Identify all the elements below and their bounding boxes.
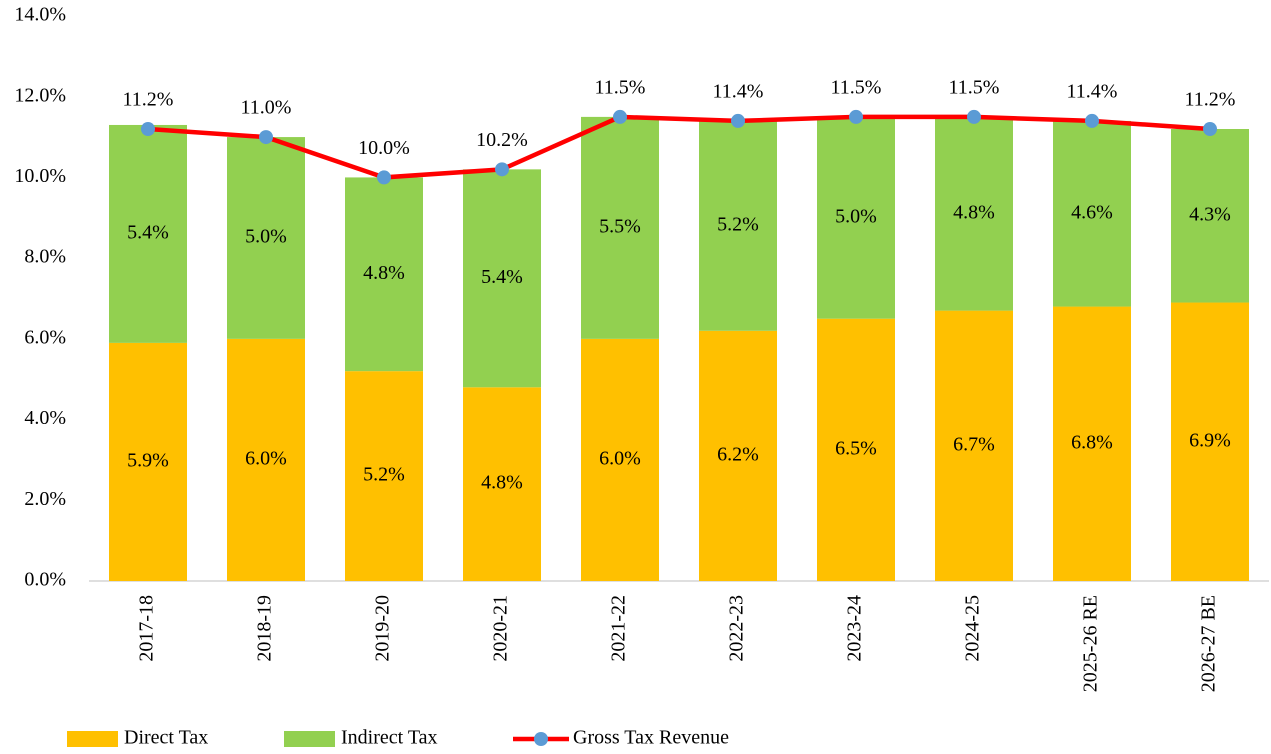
bar-segment [1053,306,1131,581]
legend-swatch [534,732,548,746]
bar-segment [227,137,305,339]
bar-segment [699,330,777,581]
data-label: 4.8% [481,472,523,494]
x-tick-label: 2018-19 [254,595,276,662]
data-label: 6.5% [835,437,877,459]
data-label: 5.0% [835,205,877,227]
y-tick-label: 12.0% [14,84,66,106]
bar-segment [581,338,659,581]
y-tick-label: 0.0% [24,569,66,591]
legend-swatch [67,731,118,747]
bar-segment [1171,129,1249,303]
bar-segment [463,387,541,581]
x-tick-label: 2022-23 [726,595,748,662]
bar-segment [109,342,187,581]
line-marker [849,109,863,124]
data-label: 6.8% [1071,431,1113,453]
line-marker [1203,122,1217,136]
bar-segment [227,338,305,581]
data-label: 4.3% [1189,203,1231,225]
y-tick-label: 2.0% [24,488,66,510]
bar-segment [581,116,659,339]
data-label: 11.5% [949,76,1000,98]
data-label: 4.6% [1071,201,1113,223]
line-marker [259,130,273,145]
line-marker [141,122,155,136]
data-label: 5.0% [245,226,287,248]
legend-label: Direct Tax [124,727,208,749]
data-label: 5.2% [717,213,759,235]
bar-segment [935,310,1013,581]
y-tick-label: 10.0% [14,165,66,187]
x-tick-label: 2020-21 [490,595,512,662]
line-marker [731,113,745,128]
data-label: 11.0% [241,97,292,119]
bar-segment [817,318,895,581]
x-tick-label: 2017-18 [136,595,158,662]
y-tick-label: 8.0% [24,246,66,268]
data-label: 6.0% [599,448,641,470]
data-label: 6.7% [953,433,995,455]
data-label: 11.4% [713,81,764,103]
x-tick-label: 2019-20 [372,595,394,662]
data-label: 4.8% [953,201,995,223]
bar-segment [109,124,187,343]
data-label: 5.5% [599,215,641,237]
x-tick-label: 2023-24 [844,595,866,662]
legend-label: Indirect Tax [341,727,438,749]
line-marker [613,109,627,124]
data-label: 5.2% [363,464,405,486]
line [147,114,1211,180]
line-marker [1085,113,1099,128]
data-label: 5.4% [127,222,169,244]
x-tick-label: 2024-25 [962,595,984,662]
data-label: 5.4% [481,266,523,288]
data-label: 11.4% [1067,81,1118,103]
x-tick-label: 2025-26 RE [1080,595,1102,692]
data-label: 6.0% [245,448,287,470]
data-label: 10.2% [476,129,528,151]
legend-label: Gross Tax Revenue [573,727,729,749]
line-marker [967,109,981,124]
data-label: 10.0% [358,137,410,159]
data-label: 11.5% [831,76,882,98]
data-label: 11.2% [1185,89,1236,111]
x-tick-label: 2021-22 [608,595,630,662]
line-marker [495,162,509,177]
data-label: 11.2% [123,89,174,111]
line-marker [377,170,391,185]
bar-segment [1053,120,1131,307]
bar-segment [1171,302,1249,581]
bar-segment [699,120,777,331]
bar-segment [463,169,541,388]
data-label: 11.5% [595,76,646,98]
data-label: 6.2% [717,443,759,465]
legend-swatch [284,731,335,747]
bar-segment [345,371,423,581]
y-tick-label: 6.0% [24,326,66,348]
bar-segment [345,177,423,372]
data-label: 6.9% [1189,429,1231,451]
data-label: 4.8% [363,262,405,284]
x-tick-label: 2026-27 BE [1198,595,1220,692]
bar-segment [817,116,895,319]
y-tick-label: 14.0% [14,4,66,26]
y-tick-label: 4.0% [24,407,66,429]
bar-segment [935,116,1013,311]
data-label: 5.9% [127,450,169,472]
